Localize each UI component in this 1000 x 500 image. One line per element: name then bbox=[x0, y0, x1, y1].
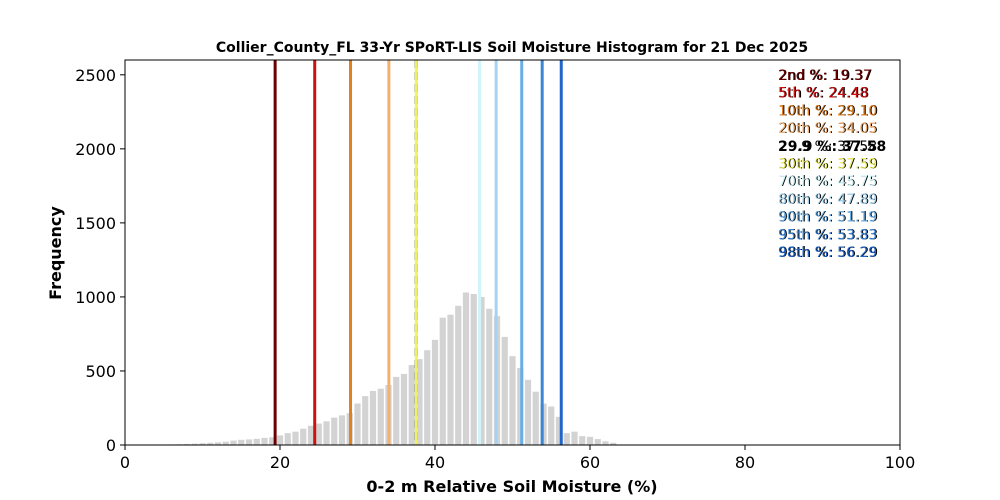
histogram-bar bbox=[400, 373, 408, 445]
histogram-bar bbox=[284, 433, 291, 445]
histogram-bar bbox=[269, 437, 276, 445]
y-axis-label: Frequency bbox=[46, 206, 65, 300]
histogram-bar bbox=[478, 296, 485, 445]
histogram-bar bbox=[594, 439, 601, 445]
histogram-bar bbox=[292, 431, 299, 445]
histogram-bar bbox=[238, 439, 245, 445]
histogram-bar bbox=[307, 425, 315, 445]
x-tick-label: 60 bbox=[580, 453, 600, 472]
histogram-bar bbox=[501, 336, 508, 445]
histogram-bar bbox=[222, 441, 229, 445]
percentile-label-shadow: 95th %: 53.83 bbox=[779, 227, 878, 243]
histogram-bar bbox=[207, 442, 214, 445]
histogram-bar bbox=[183, 443, 191, 445]
x-tick-label: 100 bbox=[885, 453, 916, 472]
histogram-bar bbox=[455, 305, 462, 445]
histogram-bar bbox=[602, 441, 609, 445]
percentile-label: 95th %: 53.83 bbox=[778, 227, 877, 243]
percentile-label: 90th %: 51.19 bbox=[778, 210, 877, 226]
percentile-label: 20th %: 34.05 bbox=[778, 121, 877, 137]
percentile-label-shadow: 70th %: 45.75 bbox=[779, 174, 878, 190]
percentile-label-shadow: 20th %: 34.05 bbox=[779, 121, 878, 137]
percentile-label-shadow: 90th %: 51.19 bbox=[779, 210, 878, 226]
percentile-label: 30th %: 37.59 bbox=[778, 157, 877, 173]
x-tick-label: 20 bbox=[270, 453, 290, 472]
histogram-bar bbox=[431, 339, 439, 445]
histogram-bar bbox=[261, 437, 268, 445]
chart-title: Collier_County_FL 33-Yr SPoRT-LIS Soil M… bbox=[216, 40, 808, 56]
histogram-bar bbox=[447, 314, 454, 445]
histogram-bar bbox=[524, 379, 532, 445]
histogram-bar bbox=[377, 388, 384, 445]
histogram-bar bbox=[362, 396, 369, 445]
histogram-bar bbox=[199, 443, 206, 445]
histogram-bar bbox=[470, 293, 477, 445]
histogram-bar bbox=[610, 442, 617, 445]
histogram-bar bbox=[245, 439, 253, 445]
histogram-bar bbox=[555, 416, 563, 445]
histogram-bar bbox=[563, 433, 570, 445]
histogram-bar bbox=[416, 359, 423, 445]
histogram-bar bbox=[338, 415, 346, 445]
percentile-label: 29.9 %: 37.58 bbox=[778, 139, 886, 155]
percentile-label: 80th %: 47.89 bbox=[778, 192, 877, 208]
histogram-bar bbox=[548, 406, 555, 445]
percentile-label: 98th %: 56.29 bbox=[778, 245, 877, 261]
x-tick-label: 80 bbox=[735, 453, 755, 472]
histogram-bar bbox=[191, 443, 198, 445]
histogram-bar bbox=[509, 356, 516, 445]
histogram-bar bbox=[331, 417, 338, 445]
x-tick-label: 0 bbox=[120, 453, 130, 472]
histogram-bar bbox=[300, 428, 307, 445]
histogram-bar bbox=[369, 390, 377, 445]
y-tick-label: 0 bbox=[106, 436, 116, 455]
y-tick-label: 1000 bbox=[75, 288, 116, 307]
histogram-bar bbox=[586, 436, 594, 445]
histogram-bar bbox=[571, 431, 578, 445]
y-tick-label: 2000 bbox=[75, 140, 116, 159]
histogram-bar bbox=[354, 403, 361, 445]
histogram-bar bbox=[315, 423, 322, 445]
histogram-bar bbox=[439, 317, 446, 445]
percentile-label-shadow: 2nd %: 19.37 bbox=[779, 68, 873, 84]
percentile-label-shadow: 29.9 %: 37.58 bbox=[779, 139, 877, 155]
percentile-label: 5th %: 24.48 bbox=[778, 86, 868, 102]
histogram-bar bbox=[230, 440, 237, 445]
histogram-bar bbox=[486, 308, 493, 445]
x-tick-label: 40 bbox=[425, 453, 445, 472]
percentile-label-shadow: 98th %: 56.29 bbox=[779, 245, 878, 261]
histogram-bar bbox=[276, 435, 284, 445]
y-tick-label: 500 bbox=[85, 362, 116, 381]
histogram-bar bbox=[253, 438, 260, 445]
histogram-bar bbox=[579, 436, 586, 445]
histogram-bar bbox=[214, 442, 222, 445]
histogram-bar bbox=[532, 391, 539, 445]
percentile-lines bbox=[273, 60, 563, 445]
percentile-label-shadow: 30th %: 37.59 bbox=[779, 157, 878, 173]
histogram-bar bbox=[424, 350, 431, 445]
percentile-label: 10th %: 29.10 bbox=[778, 103, 877, 119]
histogram-bar bbox=[393, 376, 400, 445]
y-tick-label: 1500 bbox=[75, 214, 116, 233]
histogram-bar bbox=[323, 421, 330, 445]
percentile-label: 2nd %: 19.37 bbox=[778, 68, 872, 84]
percentile-label-shadow: 80th %: 47.89 bbox=[779, 192, 878, 208]
histogram-bar bbox=[408, 365, 415, 445]
x-axis-label: 0-2 m Relative Soil Moisture (%) bbox=[366, 477, 657, 496]
y-tick-label: 2500 bbox=[75, 66, 116, 85]
percentile-label: 70th %: 45.75 bbox=[778, 174, 877, 190]
percentile-label-shadow: 5th %: 24.48 bbox=[779, 86, 869, 102]
percentile-label-shadow: 10th %: 29.10 bbox=[779, 103, 878, 119]
histogram-bar bbox=[462, 292, 470, 445]
plot-frame bbox=[124, 59, 901, 446]
